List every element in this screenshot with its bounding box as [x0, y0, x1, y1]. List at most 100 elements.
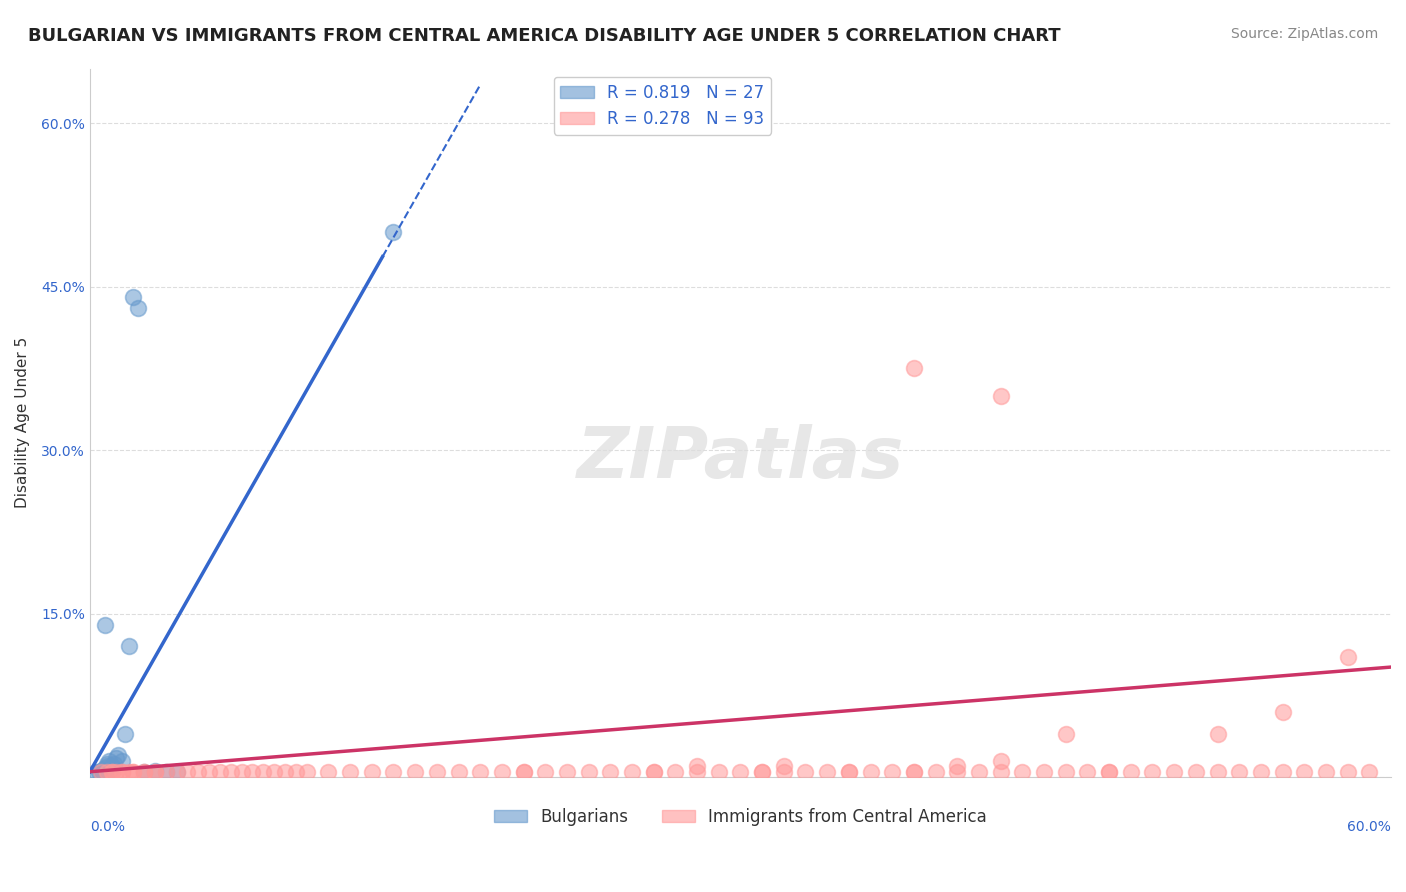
Point: [111, 754, 134, 768]
Point: [1206, 764, 1229, 779]
Point: [903, 764, 925, 779]
Point: [242, 764, 264, 779]
Point: [104, 764, 127, 779]
Point: [87, 764, 110, 779]
Y-axis label: Disability Age Under 5: Disability Age Under 5: [15, 337, 30, 508]
Point: [94, 617, 117, 632]
Point: [166, 764, 188, 779]
Point: [1271, 764, 1294, 779]
Point: [946, 759, 969, 773]
Point: [143, 764, 166, 778]
Point: [772, 759, 794, 773]
Point: [107, 748, 129, 763]
Point: [686, 764, 709, 779]
Point: [132, 764, 155, 779]
Point: [103, 757, 125, 772]
Point: [1163, 764, 1185, 779]
Point: [132, 764, 155, 779]
Point: [643, 764, 665, 779]
Point: [1227, 764, 1250, 779]
Point: [1206, 726, 1229, 740]
Point: [1294, 764, 1316, 779]
Point: [1054, 764, 1077, 779]
Point: [90, 764, 112, 779]
Point: [360, 764, 382, 779]
Point: [1076, 764, 1098, 779]
Point: [903, 361, 925, 376]
Point: [96, 764, 118, 779]
Point: [838, 764, 860, 779]
Point: [100, 764, 122, 779]
Point: [1336, 650, 1358, 665]
Point: [1011, 764, 1033, 779]
Point: [339, 764, 361, 779]
Point: [274, 764, 297, 779]
Legend: Bulgarians, Immigrants from Central America: Bulgarians, Immigrants from Central Amer…: [486, 801, 994, 832]
Point: [96, 757, 118, 772]
Point: [122, 290, 145, 304]
Point: [924, 764, 946, 779]
Point: [859, 764, 882, 779]
Point: [100, 762, 122, 776]
Point: [155, 764, 177, 779]
Point: [118, 640, 141, 654]
Point: [382, 764, 405, 779]
Point: [794, 764, 817, 779]
Point: [100, 759, 122, 773]
Point: [295, 764, 318, 779]
Point: [707, 764, 730, 779]
Point: [155, 764, 177, 779]
Point: [1098, 764, 1121, 779]
Point: [252, 764, 274, 779]
Point: [284, 764, 307, 779]
Point: [686, 759, 709, 773]
Point: [946, 764, 969, 779]
Point: [176, 764, 198, 779]
Point: [127, 301, 149, 316]
Point: [990, 764, 1012, 779]
Point: [96, 759, 118, 773]
Point: [114, 726, 136, 740]
Point: [620, 764, 643, 779]
Point: [143, 764, 166, 779]
Point: [1098, 764, 1121, 779]
Point: [1054, 726, 1077, 740]
Point: [198, 764, 221, 779]
Point: [98, 754, 121, 768]
Point: [578, 764, 600, 779]
Point: [1250, 764, 1272, 779]
Point: [534, 764, 557, 779]
Point: [751, 764, 773, 779]
Point: [512, 764, 534, 779]
Point: [967, 764, 990, 779]
Point: [1185, 764, 1208, 779]
Point: [426, 764, 449, 779]
Point: [132, 764, 155, 779]
Point: [1033, 764, 1056, 779]
Point: [1315, 764, 1337, 779]
Point: [751, 764, 773, 779]
Point: [491, 764, 513, 779]
Text: ZIPatlas: ZIPatlas: [576, 424, 904, 492]
Point: [208, 764, 231, 779]
Point: [187, 764, 209, 779]
Point: [90, 764, 112, 779]
Point: [599, 764, 621, 779]
Point: [555, 764, 578, 779]
Point: [166, 764, 188, 779]
Point: [815, 764, 838, 779]
Point: [263, 764, 285, 779]
Point: [664, 764, 686, 779]
Point: [1358, 764, 1381, 779]
Text: 60.0%: 60.0%: [1347, 820, 1391, 834]
Point: [122, 764, 145, 779]
Point: [1336, 764, 1358, 779]
Point: [122, 764, 145, 779]
Point: [318, 764, 340, 779]
Point: [91, 763, 114, 777]
Point: [111, 764, 134, 779]
Point: [1142, 764, 1164, 779]
Text: 0.0%: 0.0%: [90, 820, 125, 834]
Point: [91, 764, 114, 779]
Point: [96, 764, 118, 779]
